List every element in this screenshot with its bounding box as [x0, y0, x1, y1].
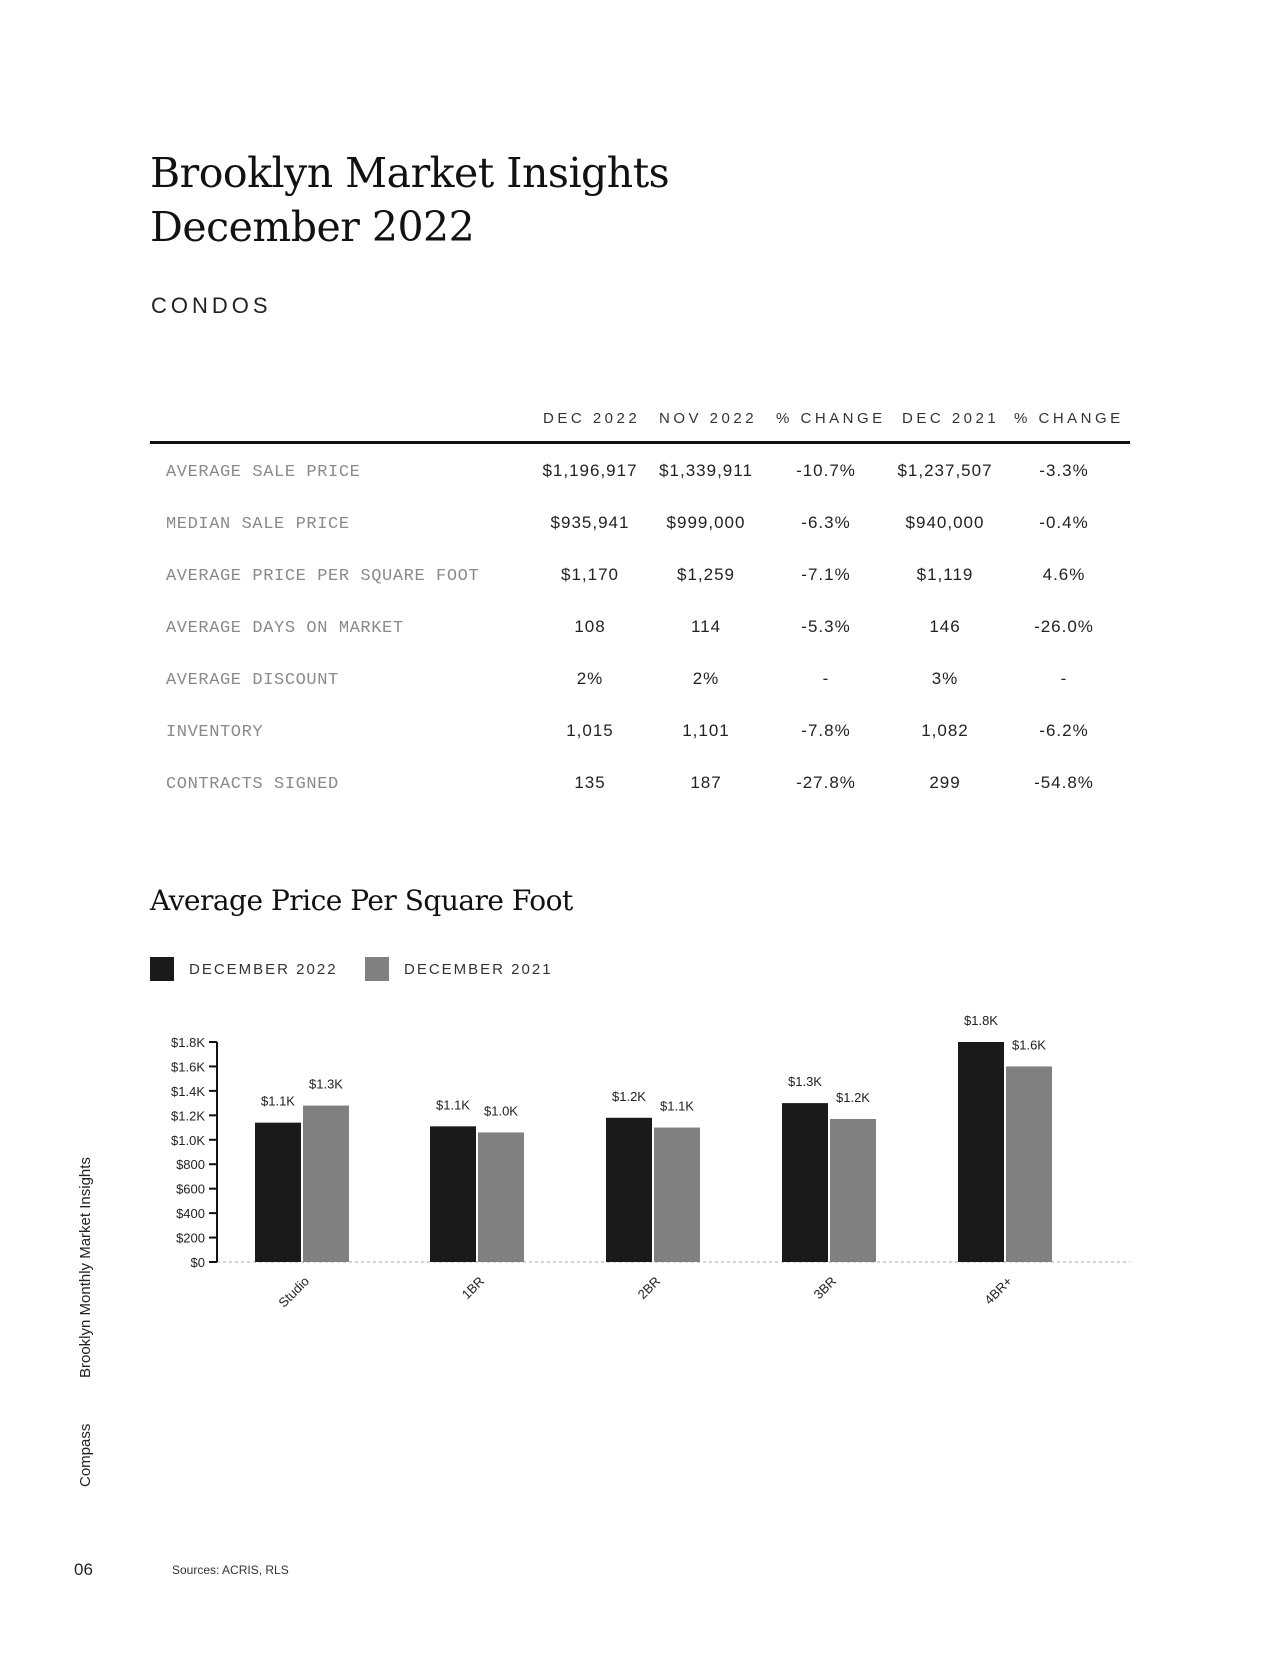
table-cell: -7.1% — [801, 565, 851, 584]
bar-3br-dec-2022 — [782, 1103, 828, 1262]
table-cell: $1,259 — [677, 565, 735, 584]
bar-value-label: $1.0K — [484, 1103, 518, 1118]
table-cell: - — [1060, 669, 1068, 688]
x-tick-label: 2BR — [635, 1274, 663, 1302]
bar-value-label: $1.1K — [261, 1094, 295, 1109]
y-tick-label: $1.6K — [171, 1059, 205, 1074]
table-cell: -0.4% — [1039, 513, 1089, 532]
title-line-1: Brooklyn Market Insights — [150, 149, 670, 197]
row-label: AVERAGE PRICE PER SQUARE FOOT — [166, 567, 480, 586]
column-header-nov-2022: NOV 2022 — [659, 410, 758, 427]
table-cell: 108 — [574, 617, 606, 636]
bar-value-label: $1.6K — [1012, 1037, 1046, 1052]
chart-title: Average Price Per Square Foot — [150, 884, 573, 917]
table-cell: -26.0% — [1034, 617, 1094, 636]
table-cell: -27.8% — [796, 773, 856, 792]
y-tick-label: $1.8K — [171, 1035, 205, 1050]
bar-value-label: $1.2K — [612, 1089, 646, 1104]
table-cell: -5.3% — [801, 617, 851, 636]
table-cell: 1,082 — [921, 721, 969, 740]
table-cell: -3.3% — [1039, 461, 1089, 480]
column-header-dec-2021: DEC 2021 — [902, 410, 1000, 427]
bar-2br-dec-2022 — [606, 1117, 652, 1262]
table-cell: $1,339,911 — [659, 461, 753, 480]
x-tick-label: 4BR+ — [981, 1274, 1015, 1308]
table-cell: $1,119 — [916, 565, 974, 584]
table-cell: $1,196,917 — [542, 461, 638, 480]
y-tick-label: $200 — [176, 1231, 205, 1246]
table-header-rule — [150, 441, 1130, 444]
bar-value-label: $1.1K — [436, 1097, 470, 1112]
column-header-change-yoy: % CHANGE — [1014, 410, 1124, 427]
table-cell: $1,237,507 — [897, 461, 993, 480]
row-label: AVERAGE DAYS ON MARKET — [166, 619, 404, 638]
bar-3br-dec-2021 — [830, 1119, 876, 1262]
legend-label-dec-2021: DECEMBER 2021 — [404, 961, 553, 978]
table-cell: $1,170 — [561, 565, 619, 584]
table-cell: -6.2% — [1039, 721, 1089, 740]
y-tick-label: $1.4K — [171, 1084, 205, 1099]
legend-swatch-dec-2022 — [150, 957, 174, 981]
section-label: CONDOS — [151, 293, 272, 318]
table-cell: 2% — [576, 669, 604, 688]
table-cell: 3% — [931, 669, 959, 688]
table-cell: 135 — [574, 773, 606, 792]
bar-2br-dec-2021 — [654, 1127, 700, 1262]
table-cell: $940,000 — [905, 513, 985, 532]
page-title: Brooklyn Market Insights December 2022 — [150, 146, 670, 254]
row-label: INVENTORY — [166, 723, 264, 742]
bar-studio-dec-2021 — [303, 1105, 349, 1262]
x-tick-label: 3BR — [811, 1274, 839, 1302]
bar-studio-dec-2022 — [255, 1122, 301, 1262]
bar-4br-dec-2021 — [1006, 1066, 1052, 1262]
table-cell: -7.8% — [801, 721, 851, 740]
page-number: 06 — [74, 1560, 93, 1579]
table-cell: 114 — [690, 617, 722, 636]
sidebar-brand: Compass — [77, 1423, 94, 1487]
table-cell: -54.8% — [1034, 773, 1094, 792]
table-cell: $935,941 — [550, 513, 630, 532]
table-cell: 146 — [929, 617, 961, 636]
sidebar-publication: Brooklyn Monthly Market Insights — [77, 1157, 94, 1378]
table-cell: 2% — [692, 669, 720, 688]
table-cell: -6.3% — [801, 513, 851, 532]
bar-value-label: $1.3K — [788, 1074, 822, 1089]
y-tick-label: $400 — [176, 1206, 205, 1221]
row-label: CONTRACTS SIGNED — [166, 775, 339, 794]
bar-chart: $0 $200 $400 $600 $800 $1.0K $1.2K $1.4K $1.6K $1… — [171, 1013, 1130, 1311]
bar-value-label: $1.1K — [660, 1099, 694, 1114]
row-label: MEDIAN SALE PRICE — [166, 515, 350, 534]
table-cell: -10.7% — [796, 461, 856, 480]
bar-value-label: $1.3K — [309, 1077, 343, 1092]
y-tick-label: $600 — [176, 1182, 205, 1197]
x-tick-label: Studio — [275, 1274, 312, 1311]
table-cell: 4.6% — [1042, 565, 1086, 584]
table-cell: $999,000 — [666, 513, 746, 532]
table-cell: 1,015 — [566, 721, 614, 740]
row-label: AVERAGE DISCOUNT — [166, 671, 339, 690]
y-tick-label: $0 — [191, 1255, 205, 1270]
y-tick-label: $1.0K — [171, 1133, 205, 1148]
x-tick-label: 1BR — [459, 1274, 487, 1302]
table-cell: 299 — [929, 773, 961, 792]
sources-note: Sources: ACRIS, RLS — [172, 1563, 289, 1577]
title-line-2: December 2022 — [150, 203, 475, 251]
y-tick-label: $1.2K — [171, 1108, 205, 1123]
bar-4br-dec-2022 — [958, 1042, 1004, 1262]
legend-label-dec-2022: DECEMBER 2022 — [189, 961, 338, 978]
row-label: AVERAGE SALE PRICE — [166, 463, 361, 482]
table-cell: - — [822, 669, 830, 688]
table-cell: 1,101 — [682, 721, 730, 740]
bar-1br-dec-2021 — [478, 1132, 524, 1262]
column-header-dec-2022: DEC 2022 — [543, 410, 641, 427]
bar-value-label: $1.8K — [964, 1013, 998, 1028]
legend-swatch-dec-2021 — [365, 957, 389, 981]
column-header-change-mom: % CHANGE — [776, 410, 886, 427]
bar-value-label: $1.2K — [836, 1090, 870, 1105]
bar-1br-dec-2022 — [430, 1126, 476, 1262]
y-tick-label: $800 — [176, 1157, 205, 1172]
table-cell: 187 — [690, 773, 722, 792]
